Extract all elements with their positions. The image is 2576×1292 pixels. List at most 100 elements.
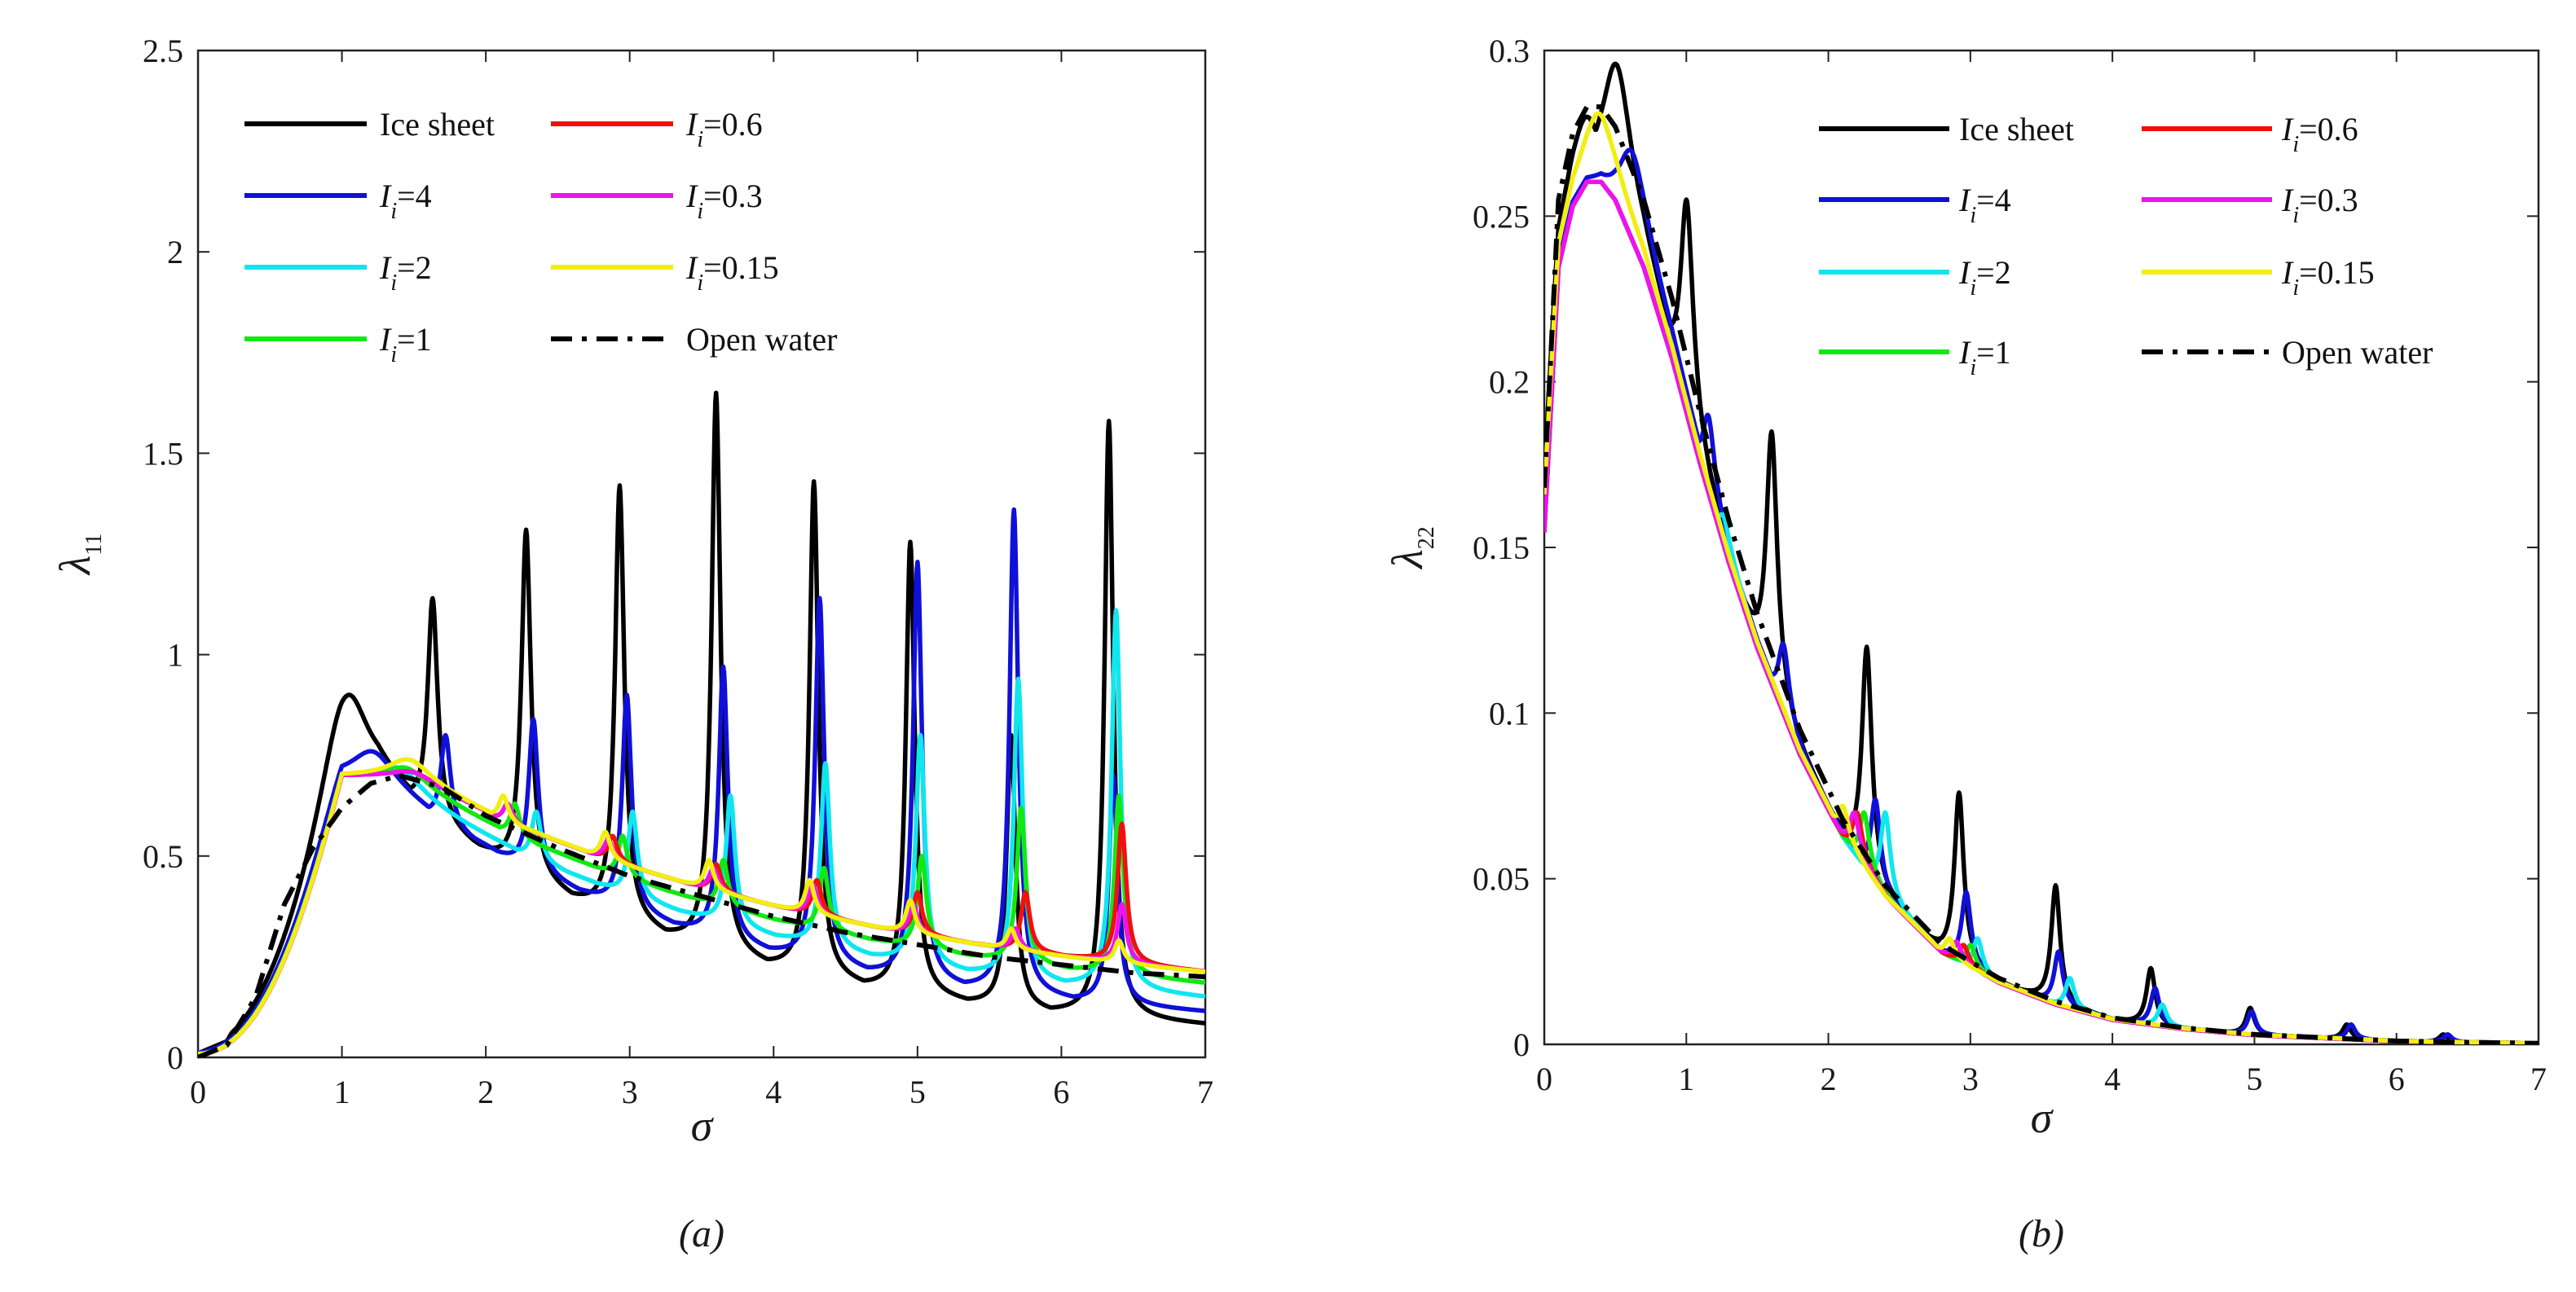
caption-a: (a) <box>679 1212 724 1255</box>
legend-label-i: I <box>379 321 392 358</box>
legend-label: Ii=0.6 <box>685 106 763 152</box>
x-tick-label: 1 <box>1678 1061 1694 1097</box>
y-tick-label: 0.2 <box>1489 364 1530 401</box>
y-axis-label-a-sub: 11 <box>81 534 107 556</box>
x-tick-label: 7 <box>1197 1074 1213 1110</box>
legend-label-value: =0.3 <box>703 178 763 214</box>
legend-label-i: I <box>1958 334 1971 371</box>
x-tick-label: 3 <box>622 1074 638 1110</box>
series-lines-a <box>198 390 1205 1057</box>
legend-label-sub: i <box>2292 132 2299 157</box>
y-axis-label-a-main: λ <box>51 556 99 576</box>
y-tick-label: 2.5 <box>143 33 183 69</box>
y-tick-label: 0.1 <box>1489 695 1530 732</box>
x-tick-label: 6 <box>2389 1061 2405 1097</box>
legend-label-value: =0.15 <box>703 249 779 286</box>
y-tick-label: 0.3 <box>1489 33 1530 69</box>
legend-label-value: =2 <box>397 249 432 286</box>
legend-label-value: =2 <box>1976 254 2011 291</box>
legend-label-value: =0.6 <box>703 106 763 143</box>
legend-label: Ii=4 <box>379 178 432 224</box>
legend-label-value: =0.15 <box>2299 254 2375 291</box>
x-tick-label: 1 <box>334 1074 350 1110</box>
x-tick-label: 4 <box>765 1074 782 1110</box>
x-tick-label: 4 <box>2104 1061 2120 1097</box>
y-tick-label: 1.5 <box>143 435 183 472</box>
y-tick-label: 0 <box>1513 1026 1530 1063</box>
series-line-open-water <box>1544 104 2539 1044</box>
y-axis-label-a: λ11 <box>51 534 107 576</box>
legend-label: Ii=0.15 <box>2281 254 2375 301</box>
legend-label: Ii=4 <box>1958 182 2011 228</box>
legend-label: Ii=2 <box>379 249 432 296</box>
legend-label-sub: i <box>697 270 703 296</box>
series-line-i-i-0-15 <box>198 757 1205 1057</box>
caption-b: (b) <box>2019 1212 2064 1255</box>
legend-label-value: =1 <box>397 321 432 358</box>
legend-label-sub: i <box>2292 203 2299 228</box>
y-tick-label: 0.15 <box>1473 530 1530 566</box>
legend-label-i: I <box>379 249 392 286</box>
y-tick-label: 1 <box>167 637 183 674</box>
legend-label-i: I <box>685 106 698 143</box>
y-tick-label: 0 <box>167 1039 183 1076</box>
y-tick-label: 0.5 <box>143 838 183 875</box>
legend-label: Ii=0.15 <box>685 249 779 296</box>
series-line-i-i-4 <box>198 507 1205 1056</box>
legend-label-value: =0.6 <box>2299 111 2358 147</box>
legend-label-i: I <box>2281 111 2294 147</box>
legend-label-value: =4 <box>1976 182 2011 218</box>
legend-label: Ii=2 <box>1958 254 2011 301</box>
legend-label: Ii=1 <box>379 321 432 367</box>
y-axis-label-b: λ22 <box>1383 526 1439 569</box>
legend-label-sub: i <box>2292 275 2299 301</box>
legend-label: Open water <box>686 321 837 358</box>
x-tick-label: 2 <box>1821 1061 1837 1097</box>
x-tick-label: 5 <box>2246 1061 2262 1097</box>
legend-label-i: I <box>379 178 392 214</box>
legend-label-i: I <box>2281 254 2294 291</box>
legend-label-i: I <box>685 249 698 286</box>
axis-ticks-a: 0 1 2 3 4 5 6 7 0 0.5 1 1.5 2 2.5 <box>143 33 1213 1110</box>
legend-label-value: =0.3 <box>2299 182 2358 218</box>
legend-label-i: I <box>1958 254 1971 291</box>
legend-label-sub: i <box>390 342 397 367</box>
y-tick-label: 0.25 <box>1473 198 1530 235</box>
series-line-open-water <box>198 772 1205 1057</box>
legend-label: Ii=1 <box>1958 334 2011 380</box>
x-axis-label-b: σ <box>2031 1093 2054 1142</box>
y-axis-label-b-sub: 22 <box>1414 526 1439 549</box>
legend-label: Ii=0.3 <box>685 178 763 224</box>
y-tick-label: 0.05 <box>1473 861 1530 898</box>
x-tick-label: 7 <box>2530 1061 2547 1097</box>
legend-label: Open water <box>2282 334 2433 371</box>
legend-label: Ii=0.6 <box>2281 111 2358 157</box>
legend-label-sub: i <box>390 199 397 224</box>
legend-label-value: =4 <box>397 178 432 214</box>
legend-label: Ice sheet <box>1959 111 2074 147</box>
x-tick-label: 0 <box>190 1074 206 1110</box>
legend-b: Ice sheetIi=4Ii=2Ii=1Ii=0.6Ii=0.3Ii=0.15… <box>1819 111 2433 380</box>
legend-label-sub: i <box>390 270 397 296</box>
y-tick-label: 2 <box>167 234 183 270</box>
legend-label-sub: i <box>697 127 703 152</box>
x-tick-label: 6 <box>1053 1074 1069 1110</box>
legend-label-sub: i <box>1970 355 1976 380</box>
legend-label-i: I <box>1958 182 1971 218</box>
axis-ticks-b: 0 1 2 3 4 5 6 7 0 0.05 0.1 0.15 0.2 0.25 0.3 <box>1473 33 2547 1097</box>
legend-label-i: I <box>2281 182 2294 218</box>
x-tick-label: 5 <box>909 1074 926 1110</box>
legend-label: Ice sheet <box>380 106 495 143</box>
plot-area-b <box>1543 49 2540 1046</box>
legend-label-sub: i <box>1970 275 1976 301</box>
legend-label: Ii=0.3 <box>2281 182 2358 228</box>
legend-label-sub: i <box>1970 203 1976 228</box>
x-tick-label: 2 <box>478 1074 494 1110</box>
y-axis-label-b-main: λ <box>1383 549 1432 569</box>
legend-label-i: I <box>685 178 698 214</box>
chart-panel-a: 0 1 2 3 4 5 6 700.511.522.5 Ice sheetIi=4Ii=2Ii… <box>51 33 1213 1255</box>
legend-label-sub: i <box>697 199 703 224</box>
legend-a: Ice sheetIi=4Ii=2Ii=1Ii=0.6Ii=0.3Ii=0.15… <box>244 106 837 367</box>
x-tick-label: 0 <box>1536 1061 1552 1097</box>
